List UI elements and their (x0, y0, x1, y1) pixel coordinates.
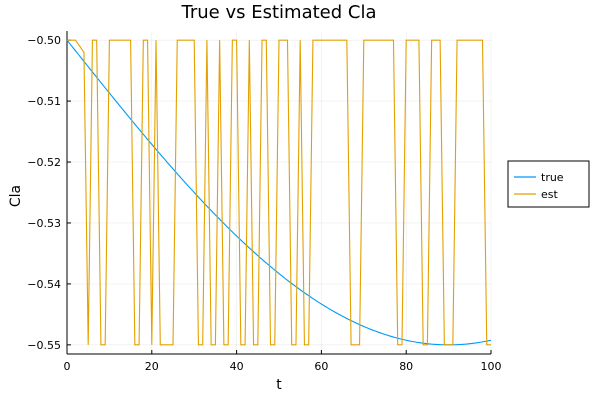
grid (66, 31, 492, 354)
y-ticks: −0.50 −0.51 −0.52 −0.53 −0.54 −0.55 (27, 34, 71, 352)
legend-label-est: est (541, 188, 558, 201)
x-ticks: 0 20 40 60 80 100 (64, 350, 502, 373)
legend-box (507, 160, 590, 208)
x-tick-label: 20 (145, 360, 159, 373)
y-tick-label: −0.51 (27, 95, 61, 108)
series-line-est (67, 39, 491, 346)
y-tick-label: −0.54 (27, 278, 61, 291)
legend: true est (507, 160, 590, 208)
x-tick-label: 100 (481, 360, 502, 373)
y-axis-label: Cla (8, 185, 24, 207)
chart-title: True vs Estimated Cla (181, 2, 377, 23)
y-tick-label: −0.52 (27, 156, 61, 169)
y-tick-label: −0.50 (27, 34, 61, 47)
series-line-true (66, 39, 492, 346)
x-tick-label: 0 (64, 360, 71, 373)
legend-label-true: true (541, 171, 564, 184)
axes (66, 31, 491, 355)
x-tick-label: 80 (399, 360, 413, 373)
x-tick-label: 40 (230, 360, 244, 373)
series-group (66, 39, 492, 346)
x-axis-label: t (276, 377, 282, 393)
y-tick-label: −0.53 (27, 217, 61, 230)
x-tick-label: 60 (314, 360, 328, 373)
y-tick-label: −0.55 (27, 339, 61, 352)
